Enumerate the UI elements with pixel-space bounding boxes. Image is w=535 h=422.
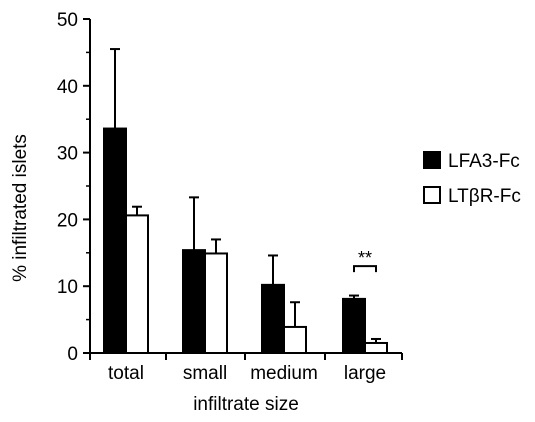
bars — [103, 127, 388, 355]
bar-lfa3-fc-large — [342, 297, 366, 354]
y-axis-title: % infiltrated islets — [10, 134, 31, 282]
x-tick-label-total: total — [108, 363, 144, 384]
y-tick-label: 30 — [57, 144, 78, 165]
x-tick-label-small: small — [183, 363, 227, 384]
significance-label: ** — [358, 248, 372, 268]
y-tick-label: 10 — [57, 277, 78, 298]
bar-lfa3-fc-total — [103, 127, 127, 354]
bar-lt-r-fc-total — [125, 214, 149, 354]
bar-lt-r-fc-medium — [283, 325, 307, 354]
bar-lt-r-fc-large — [364, 341, 388, 355]
x-tick-label-large: large — [344, 363, 386, 384]
y-axis: 0 10 20 30 40 50 — [57, 10, 91, 365]
y-tick-label: 40 — [57, 77, 78, 98]
legend: LFA3-Fc LTβR-Fc — [423, 151, 521, 207]
bar-lfa3-fc-medium — [261, 283, 285, 355]
legend-label-lfa3-fc: LFA3-Fc — [448, 151, 520, 172]
y-tick-label: 50 — [57, 10, 78, 31]
x-axis-title: infiltrate size — [193, 394, 299, 415]
bar-lfa3-fc-small — [182, 249, 206, 355]
annotations: ** — [353, 248, 377, 273]
bar-lt-r-fc-small — [204, 252, 228, 354]
x-axis: total small medium large — [89, 352, 403, 384]
legend-label-ltbr-fc: LTβR-Fc — [448, 186, 521, 207]
x-tick-label-medium: medium — [250, 363, 318, 384]
y-tick-label: 20 — [57, 210, 78, 231]
legend-swatch-lfa3-fc — [423, 151, 441, 169]
significance-bracket — [353, 265, 377, 273]
error-bars — [110, 48, 381, 343]
y-tick-label: 0 — [67, 344, 78, 365]
legend-swatch-ltbr-fc — [423, 186, 441, 204]
